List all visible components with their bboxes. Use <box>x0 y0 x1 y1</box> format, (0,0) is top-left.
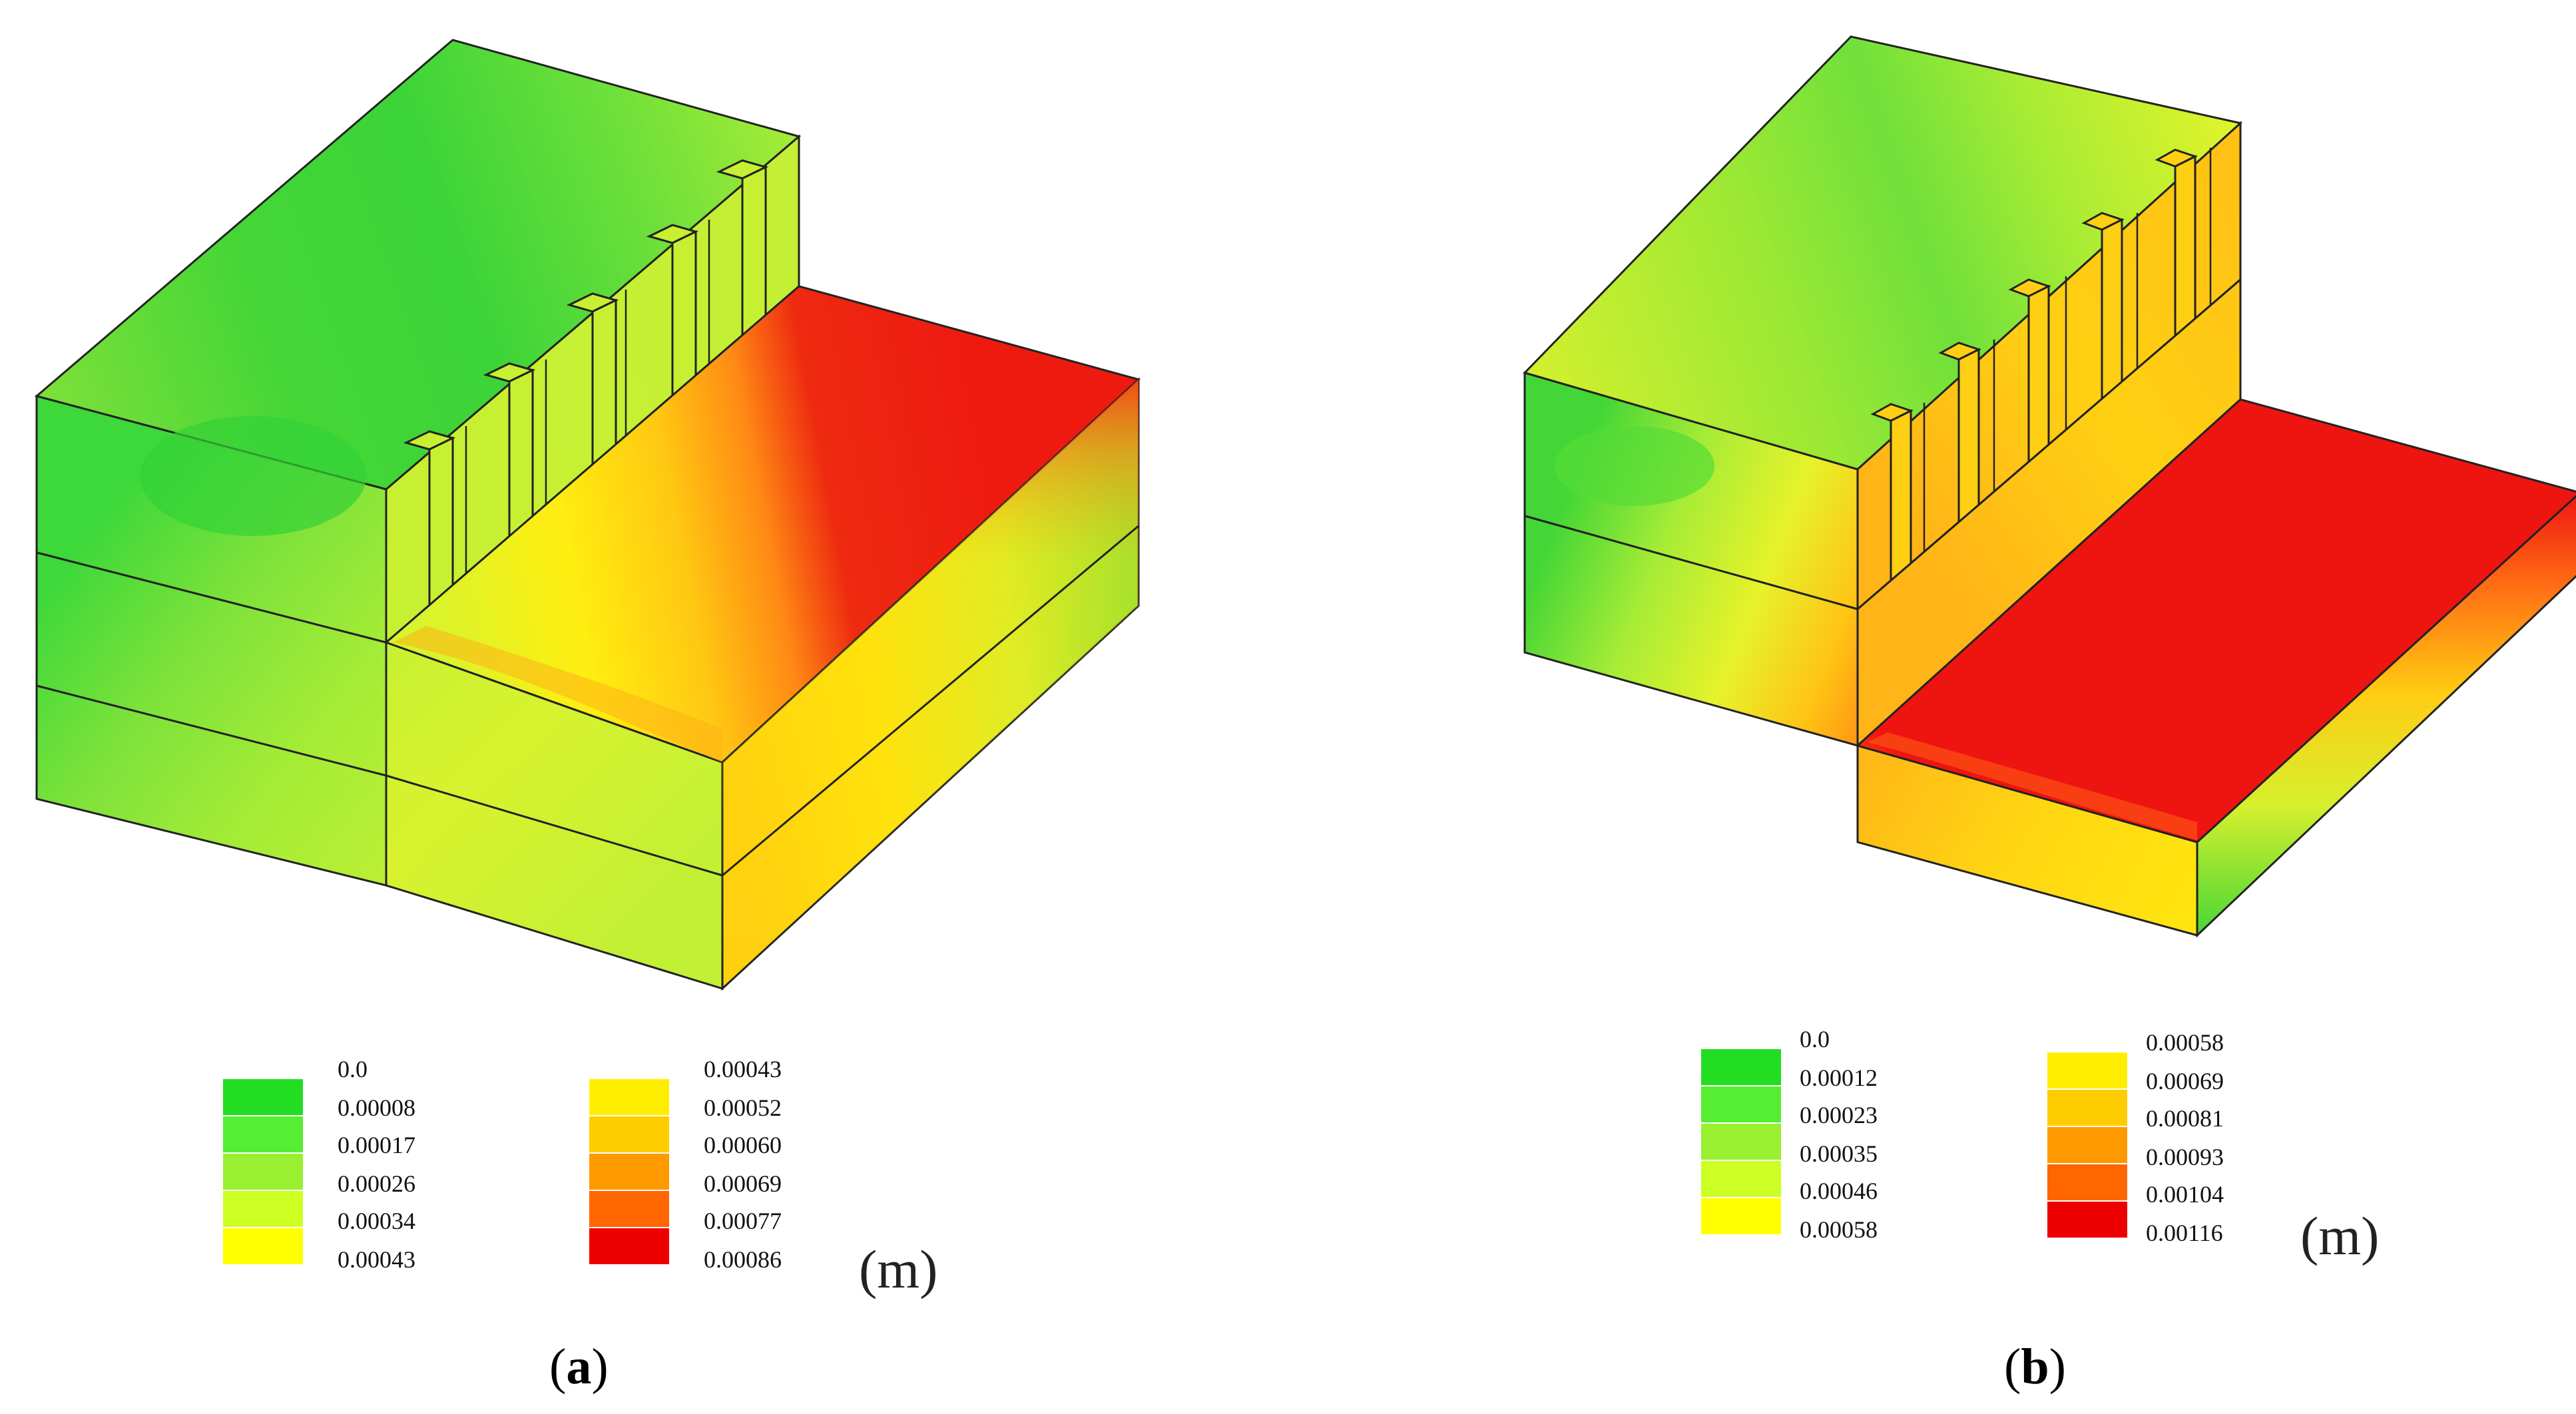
contour-fringe-b <box>1868 732 2197 840</box>
legend-swatch <box>223 1154 303 1190</box>
legend-swatch <box>589 1191 669 1227</box>
legend-swatch <box>2047 1053 2127 1088</box>
legend-label: 0.00058 <box>1800 1216 1878 1243</box>
legend-swatch <box>223 1079 303 1115</box>
step-top-face-b <box>1855 398 2576 843</box>
legend-swatch <box>1701 1161 1781 1197</box>
legend-label: 0.00017 <box>338 1132 415 1158</box>
panel-a: 0.0 0.00008 0.00017 0.00026 0.00034 0.00… <box>34 39 1141 1395</box>
legend-swatch <box>2047 1127 2127 1163</box>
displacement-model-a <box>34 39 1141 991</box>
side-face-b <box>2196 495 2576 938</box>
contour-bulge-a <box>393 626 722 762</box>
legend-label: 0.00069 <box>2146 1068 2224 1094</box>
legend-swatch <box>223 1228 303 1264</box>
legend-label: 0.00012 <box>1800 1064 1878 1091</box>
caption-a: (a) <box>549 1339 609 1395</box>
legend-label: 0.00081 <box>2146 1105 2224 1132</box>
contour-patch-a1 <box>140 416 366 536</box>
legend-label: 0.0 <box>1800 1026 1830 1053</box>
legend-swatch <box>2047 1164 2127 1200</box>
legend-swatch <box>589 1079 669 1115</box>
legend-swatch <box>1701 1086 1781 1122</box>
legend-swatch <box>589 1228 669 1264</box>
legend-label: 0.00043 <box>704 1056 782 1082</box>
sheet-piles-a <box>403 159 769 631</box>
legend-label: 0.00008 <box>338 1094 415 1121</box>
displacement-model-b <box>1523 35 2576 938</box>
legend-label: 0.00046 <box>1800 1178 1878 1204</box>
legend-label: 0.00093 <box>2146 1144 2224 1170</box>
panel-b: 0.0 0.00012 0.00023 0.00035 0.00046 0.00… <box>1288 0 2576 1414</box>
legend-label: 0.00058 <box>2146 1029 2224 1056</box>
legend-label: 0.00104 <box>2146 1181 2224 1208</box>
legend-label: 0.00023 <box>1800 1102 1878 1128</box>
unit-label-a: (m) <box>859 1239 938 1299</box>
legend-label: 0.00086 <box>704 1246 782 1273</box>
legend-swatch <box>589 1154 669 1190</box>
legend-label: 0.0 <box>338 1056 368 1082</box>
legend-swatch <box>223 1191 303 1227</box>
legend-label: 0.00077 <box>704 1208 782 1234</box>
legend-swatch <box>1701 1124 1781 1160</box>
legend-label: 0.00116 <box>2146 1220 2223 1246</box>
legend-swatch <box>1701 1049 1781 1085</box>
legend-swatch <box>2047 1090 2127 1126</box>
contour-patch-b1 <box>1555 426 1714 506</box>
legend-swatch <box>223 1116 303 1152</box>
legend-label: 0.00069 <box>704 1170 782 1197</box>
legend-swatch <box>589 1116 669 1152</box>
legend-swatch <box>2047 1202 2127 1238</box>
legend-label: 0.00043 <box>338 1246 415 1273</box>
caption-b: (b) <box>2004 1339 2066 1395</box>
legend-label: 0.00026 <box>338 1170 415 1197</box>
legend-label: 0.00052 <box>704 1094 782 1121</box>
legend-label: 0.00034 <box>338 1208 415 1234</box>
legend-label: 0.00060 <box>704 1132 782 1158</box>
legend-swatch <box>1701 1198 1781 1234</box>
legend-label: 0.00035 <box>1800 1140 1878 1167</box>
unit-label-b: (m) <box>2300 1206 2380 1266</box>
